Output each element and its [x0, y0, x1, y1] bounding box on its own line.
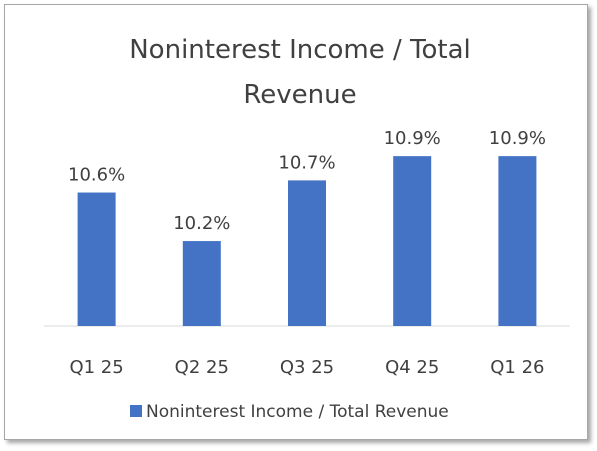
data-label: 10.9% [489, 128, 546, 149]
legend-label: Noninterest Income / Total Revenue [146, 402, 449, 422]
x-tick-label: Q4 25 [385, 357, 439, 378]
bar [498, 156, 537, 326]
bar [77, 192, 116, 326]
x-tick-label: Q3 25 [280, 357, 334, 378]
legend-swatch [130, 405, 142, 417]
data-label: 10.6% [68, 165, 125, 186]
bar [182, 241, 221, 326]
data-label: 10.9% [384, 128, 441, 149]
data-label: 10.7% [278, 152, 335, 173]
data-label: 10.2% [173, 213, 230, 234]
x-tick-label: Q1 25 [69, 357, 123, 378]
x-tick-label: Q2 25 [175, 357, 229, 378]
bar [288, 180, 326, 326]
x-tick-label: Q1 26 [490, 357, 544, 378]
bar [393, 156, 432, 326]
chart-title: Noninterest Income / Total Revenue [129, 35, 471, 110]
